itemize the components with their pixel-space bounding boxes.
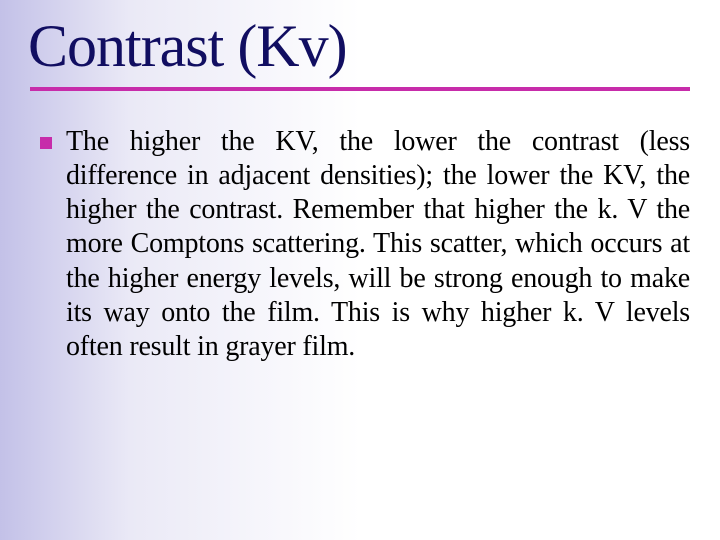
slide-title: Contrast (Kv): [28, 12, 690, 81]
content-area: The higher the KV, the lower the contras…: [30, 125, 690, 364]
title-underline: [30, 87, 690, 91]
slide-container: Contrast (Kv) The higher the KV, the low…: [0, 0, 720, 540]
bullet-icon: [40, 137, 52, 149]
body-paragraph: The higher the KV, the lower the contras…: [66, 125, 690, 364]
